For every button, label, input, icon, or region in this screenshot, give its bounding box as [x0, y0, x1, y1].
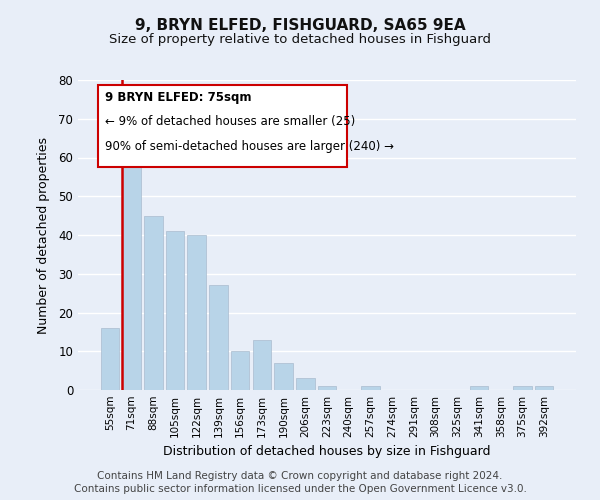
Bar [535, 386, 553, 390]
Bar [253, 340, 271, 390]
Bar [231, 351, 250, 390]
Bar [209, 286, 227, 390]
Bar [187, 235, 206, 390]
Bar [296, 378, 314, 390]
Bar [101, 328, 119, 390]
Y-axis label: Number of detached properties: Number of detached properties [37, 136, 50, 334]
Text: Size of property relative to detached houses in Fishguard: Size of property relative to detached ho… [109, 32, 491, 46]
Text: ← 9% of detached houses are smaller (25): ← 9% of detached houses are smaller (25) [106, 116, 356, 128]
Bar [470, 386, 488, 390]
Text: 9, BRYN ELFED, FISHGUARD, SA65 9EA: 9, BRYN ELFED, FISHGUARD, SA65 9EA [134, 18, 466, 32]
Bar [166, 231, 184, 390]
Bar [274, 363, 293, 390]
Bar [144, 216, 163, 390]
Text: Contains public sector information licensed under the Open Government Licence v3: Contains public sector information licen… [74, 484, 526, 494]
Bar [122, 150, 141, 390]
Bar [318, 386, 336, 390]
X-axis label: Distribution of detached houses by size in Fishguard: Distribution of detached houses by size … [163, 446, 491, 458]
Text: 9 BRYN ELFED: 75sqm: 9 BRYN ELFED: 75sqm [106, 90, 252, 104]
Text: Contains HM Land Registry data © Crown copyright and database right 2024.: Contains HM Land Registry data © Crown c… [97, 471, 503, 481]
Bar [513, 386, 532, 390]
Bar [361, 386, 380, 390]
FancyBboxPatch shape [98, 84, 347, 167]
Text: 90% of semi-detached houses are larger (240) →: 90% of semi-detached houses are larger (… [106, 140, 394, 153]
